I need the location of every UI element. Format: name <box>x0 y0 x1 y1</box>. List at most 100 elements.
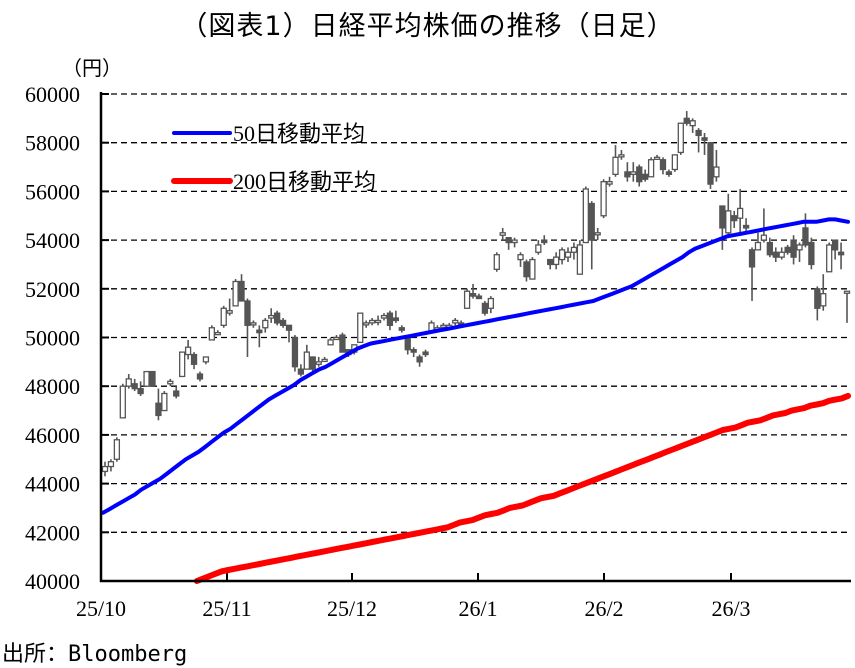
x-axis-ticks: 25/10 25/11 25/12 26/1 26/2 26/3 <box>76 573 751 621</box>
candle-down <box>814 288 821 309</box>
gridlines <box>101 93 850 533</box>
candle-up <box>843 290 851 294</box>
candle-up <box>119 385 126 419</box>
candle-down <box>309 356 316 370</box>
candle-up <box>737 207 744 219</box>
candle-down <box>802 227 809 246</box>
candle-down <box>131 383 138 390</box>
candle-down <box>410 349 417 353</box>
candle-down <box>683 117 690 124</box>
candle-up <box>452 319 459 324</box>
candle-down <box>624 171 631 178</box>
candle-down <box>279 319 287 326</box>
candle-up <box>493 254 500 270</box>
y-tick-label: 56000 <box>25 179 80 204</box>
candle-up <box>487 297 494 309</box>
candle-up <box>594 232 601 236</box>
x-tick-label: 26/2 <box>584 596 623 621</box>
x-tick-label: 26/3 <box>711 596 750 621</box>
candle-down <box>475 295 483 300</box>
candle-down <box>766 241 773 256</box>
candle-up <box>143 370 150 387</box>
source-note: 出所：Bloomberg <box>2 642 188 667</box>
candle-down <box>481 302 489 314</box>
candle-up <box>202 356 210 363</box>
y-tick-label: 48000 <box>25 374 80 399</box>
candle-down <box>837 251 845 256</box>
candle-up <box>321 358 328 363</box>
candle-up <box>778 251 785 258</box>
candle-down <box>291 336 299 368</box>
candle-down <box>196 373 204 380</box>
axes <box>99 92 851 583</box>
candle-down <box>636 166 643 183</box>
candle-up <box>511 239 518 244</box>
candle-up <box>208 327 215 341</box>
y-tick-label: 50000 <box>25 326 80 351</box>
ma200-line <box>193 392 851 584</box>
candle-down <box>505 237 512 244</box>
candle-up <box>606 181 613 185</box>
candle-up <box>582 188 589 244</box>
candle-up <box>303 351 310 370</box>
candle-down <box>155 402 162 417</box>
candle-up <box>796 244 803 251</box>
candle-up <box>754 241 762 251</box>
candlesticks <box>101 111 851 477</box>
y-tick-label: 60000 <box>25 82 80 107</box>
candle-up <box>368 319 376 324</box>
x-tick-label: 25/12 <box>327 596 377 621</box>
x-tick-label: 26/1 <box>458 596 497 621</box>
candle-up <box>618 154 625 158</box>
candle-up <box>179 351 186 378</box>
candle-up <box>671 154 679 171</box>
candle-up <box>826 244 833 273</box>
candle-up <box>564 251 572 258</box>
candle-up <box>101 465 109 473</box>
candle-down <box>719 205 726 229</box>
candle-up <box>315 361 322 365</box>
candle-up <box>268 314 275 319</box>
candle-up <box>535 244 542 253</box>
candle-up <box>647 159 655 178</box>
candle-down <box>642 173 649 180</box>
candle-up <box>184 346 192 356</box>
candle-up <box>558 249 566 261</box>
candle-down <box>772 251 779 258</box>
candle-up <box>262 319 269 329</box>
candle-down <box>398 327 405 331</box>
candle-down <box>404 336 411 351</box>
chart-title: （図表1）日経平均株価の推移（日足） <box>180 11 675 42</box>
candle-up <box>463 290 471 309</box>
candle-down <box>808 241 815 266</box>
candle-up <box>689 120 696 127</box>
candle-down <box>149 370 156 387</box>
candle-down <box>784 246 791 253</box>
candle-down <box>173 390 180 397</box>
candle-down <box>285 324 293 331</box>
candle-down <box>297 368 305 375</box>
candle-down <box>416 356 423 363</box>
candle-down <box>256 329 263 334</box>
candle-down <box>469 293 477 297</box>
y-tick-label: 46000 <box>25 423 80 448</box>
candle-down <box>244 300 251 326</box>
y-tick-label: 52000 <box>25 277 80 302</box>
candle-down <box>695 129 702 137</box>
candle-up <box>232 280 239 307</box>
candle-up <box>214 331 221 336</box>
candle-down <box>748 249 756 268</box>
candle-down <box>665 171 673 176</box>
candle-up <box>612 156 619 176</box>
candle-down <box>392 317 400 322</box>
y-axis-unit-label: （円） <box>62 56 122 80</box>
candle-down <box>386 312 394 326</box>
candle-down <box>701 137 708 141</box>
candle-up <box>161 392 168 412</box>
ma50-line <box>101 217 850 515</box>
candle-up <box>363 322 370 326</box>
candle-up <box>440 324 447 328</box>
candle-down <box>137 387 144 395</box>
candle-down <box>273 312 281 324</box>
